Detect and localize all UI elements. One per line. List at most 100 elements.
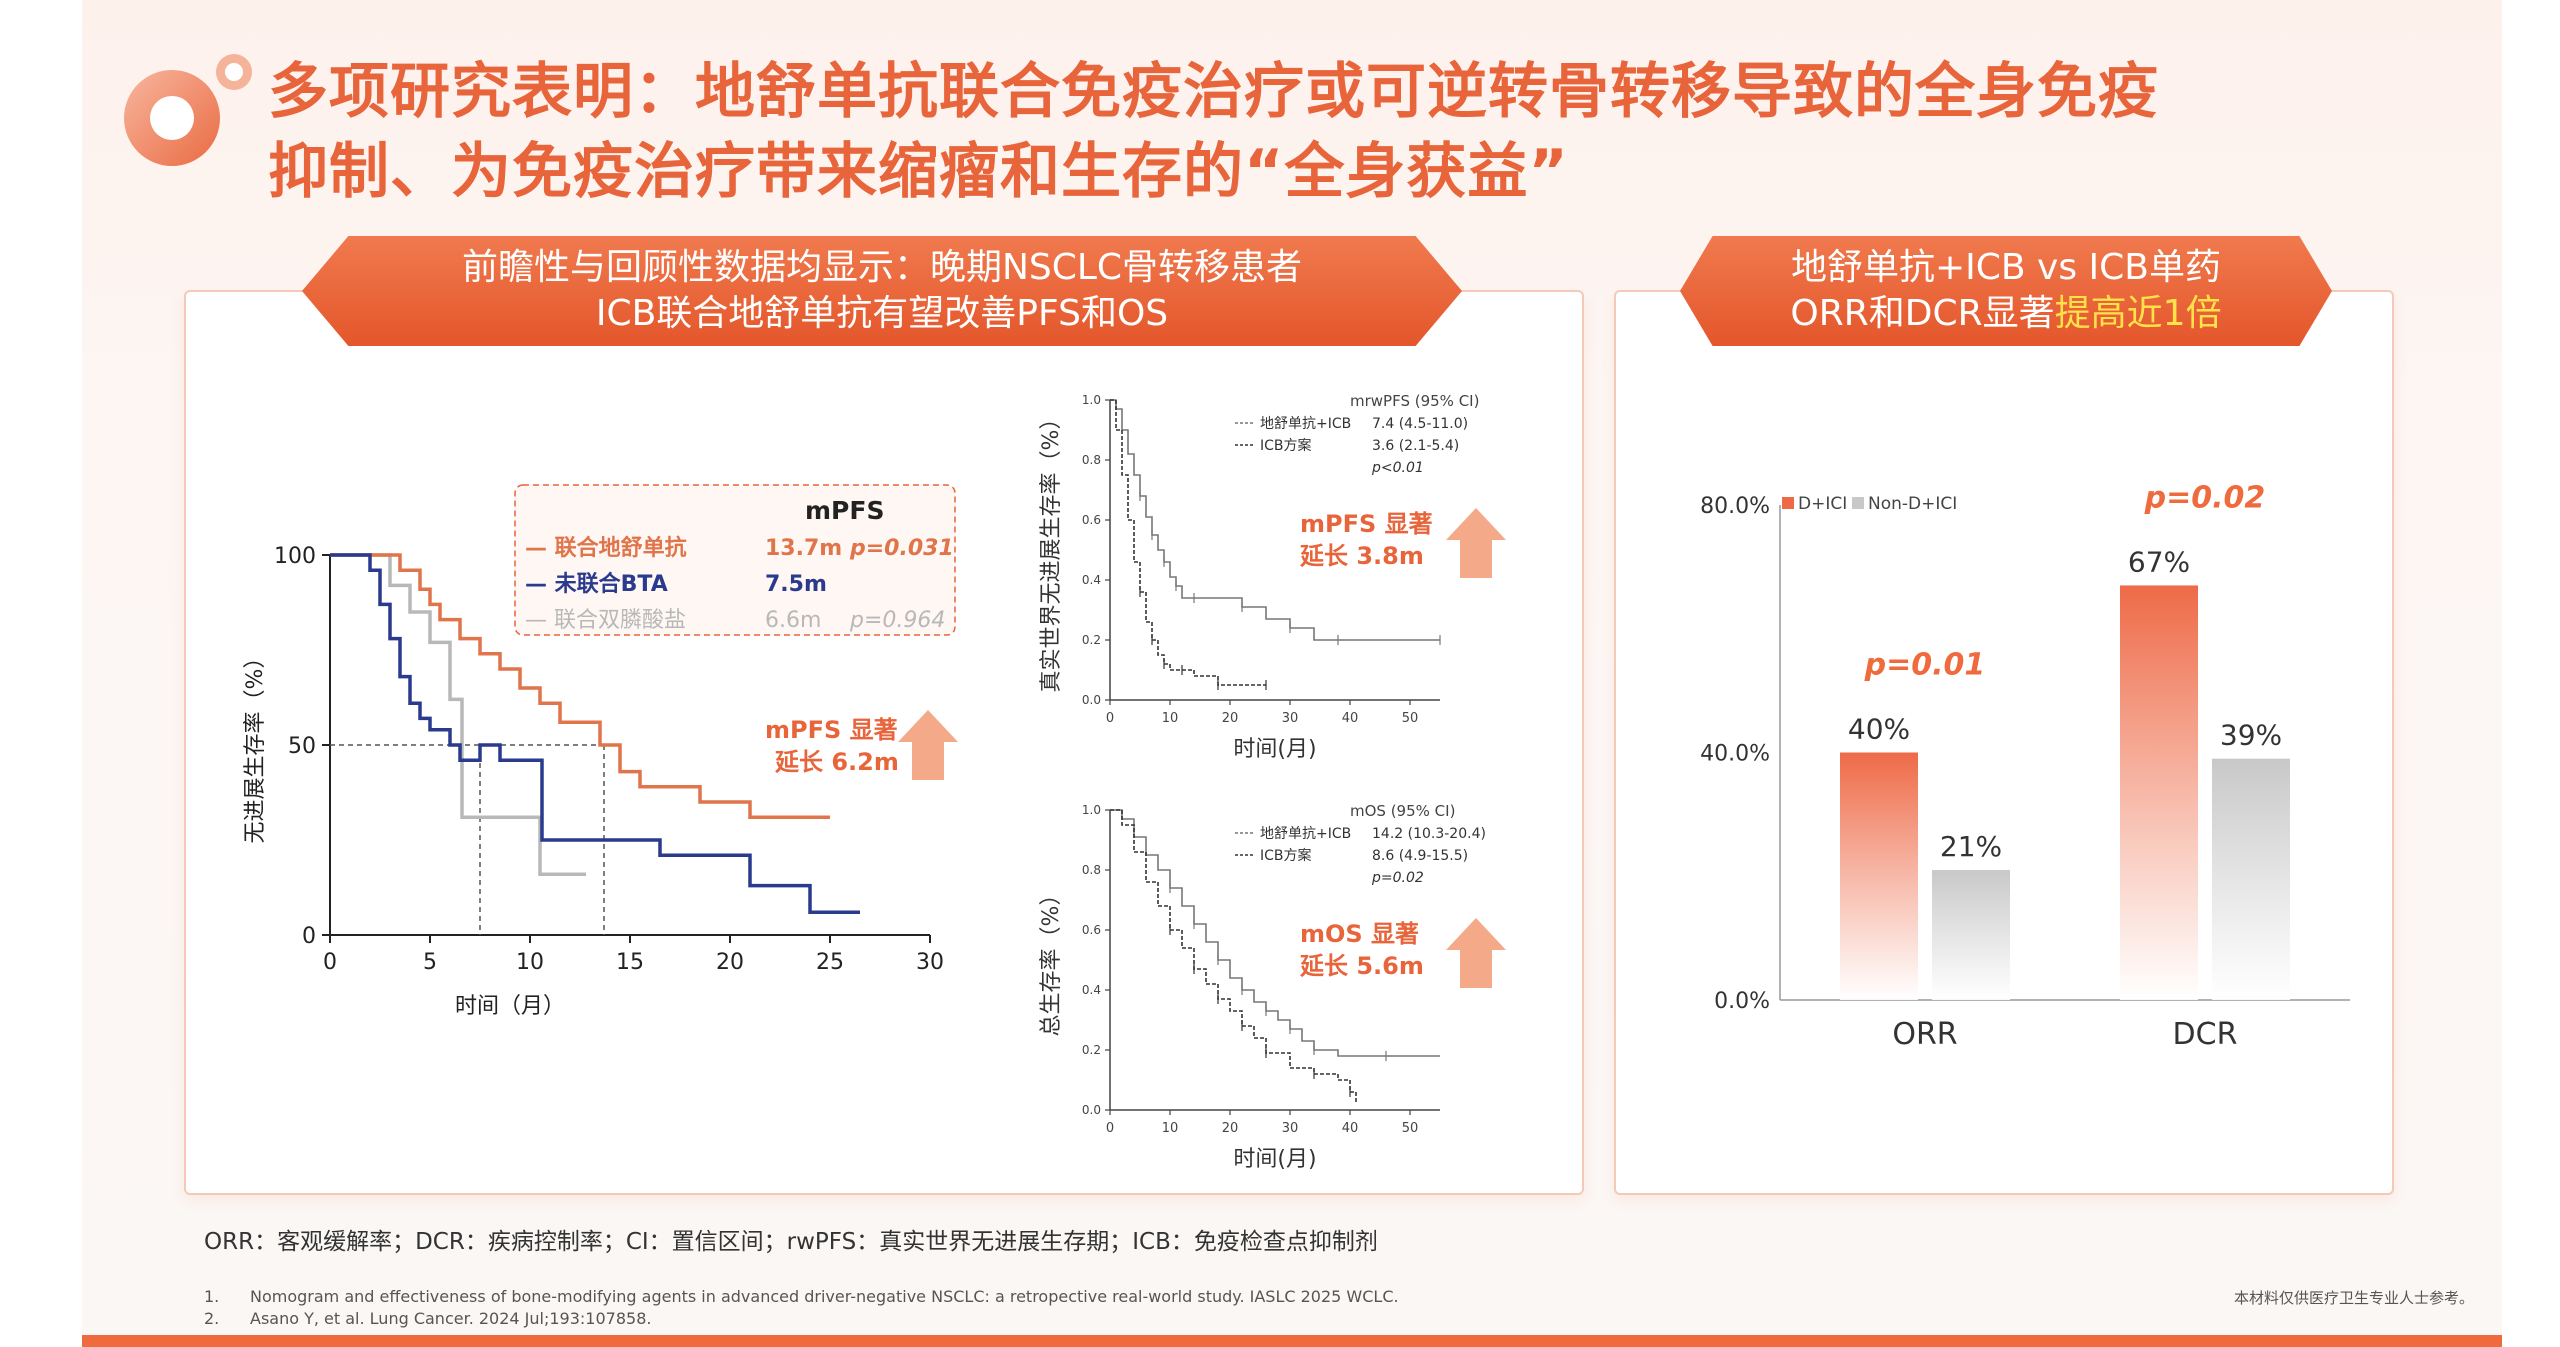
km-curve-1 [330,553,830,819]
y-tick-label: 100 [274,544,316,569]
x-tick-label: 0 [1106,1121,1114,1136]
y-tick-label: 0.2 [1082,633,1101,647]
p-value-label: p=0.01 [1864,648,1986,683]
y-axis-label: 无进展生存率（%） [243,647,268,844]
left-panel [184,290,1584,1195]
arrow-up-icon [898,710,958,780]
annotation-arrow [1446,508,1506,578]
y-tick-label: 0.8 [1082,863,1101,877]
y-tick-label: 0.8 [1082,453,1101,467]
x-tick-label: 30 [1282,711,1299,726]
legend-label: ICB方案 [1260,847,1312,864]
annotation-line-2: 延长 3.8m [1299,542,1424,570]
arrow-up-icon [1446,508,1506,578]
annotation-arrow [1446,918,1506,988]
bar-value-label: 21% [1940,830,2002,863]
y-tick-label: 0.4 [1082,983,1101,997]
legend-label: — 未联合BTA [525,571,668,597]
right-banner: 地舒单抗+ICB vs ICB单药 ORR和DCR显著提高近1倍 [1680,236,2332,346]
annotation-line-1: mOS 显著 [1300,920,1419,948]
x-axis-label: 时间(月) [1233,1147,1316,1170]
legend-entry: — 未联合BTA 7.5m [525,571,827,597]
y-tick-label: 0.0% [1714,989,1770,1014]
x-tick-label: 20 [1222,1121,1239,1136]
x-tick-label: 10 [516,950,544,975]
right-panel [1614,290,2394,1195]
km-curve-1 [1110,809,1440,1057]
x-tick-label: 30 [916,950,944,975]
right-banner-line-1: 地舒单抗+ICB vs ICB单药 [1790,247,2221,288]
bar-value-label: 67% [2128,545,2190,578]
legend-p-value: p=0.964 [849,608,945,633]
legend-label: D+ICI [1798,494,1847,514]
legend-label: — 联合地舒单抗 [525,535,687,561]
x-tick-label: 5 [423,950,437,975]
y-tick-label: 80.0% [1700,494,1770,519]
legend-title: mPFS [805,496,884,525]
x-tick-label: 10 [1162,711,1179,726]
annotation-line-2: 延长 5.6m [1299,952,1424,980]
p-value-label: p=0.02 [2144,480,2266,515]
legend-value: 3.6 (2.1-5.4) [1372,438,1459,454]
km-curve-3 [330,553,586,876]
reference-text: Asano Y, et al. Lung Cancer. 2024 Jul;19… [250,1309,652,1328]
annotation-line-2: 延长 6.2m [774,748,899,776]
right-banner-line-2-prefix: ORR和DCR显著 [1790,293,2055,334]
x-tick-label: 30 [1282,1121,1299,1136]
km-curve-2 [330,553,860,914]
y-tick-label: 0 [302,924,316,949]
y-axis-label: 真实世界无进展生存率（%） [1039,408,1064,693]
reference-num: 2. [204,1309,220,1328]
annotation-arrow [898,710,958,780]
reference-text: Nomogram and effectiveness of bone-modif… [250,1287,1399,1306]
legend-header: mOS (95% CI) [1350,802,1455,820]
x-axis-label: 时间(月) [1233,737,1316,760]
reference-item: 2. Asano Y, et al. Lung Cancer. 2024 Jul;… [204,1308,1399,1330]
legend-median: 7.5m [765,572,827,597]
km-rwpfs-chart: 0 10 20 30 40 50 0.0 0.2 0.4 0.6 0.8 1.0 时间(月) 真实世界无进… [1039,392,1506,760]
legend-p-value: p=0.031 [849,536,954,561]
references: 1. Nomogram and effectiveness of bone-mod… [204,1286,1399,1330]
reference-num: 1. [204,1287,220,1306]
legend-value: 7.4 (4.5-11.0) [1372,416,1468,432]
brand-circles-logo [124,54,252,166]
page-title: 多项研究表明：地舒单抗联合免疫治疗或可逆转骨转移导致的全身免疫 抑制、为免疫治疗… [268,52,2468,212]
left-banner: 前瞻性与回顾性数据均显示：晚期NSCLC骨转移患者 ICB联合地舒单抗有望改善P… [302,236,1462,346]
y-tick-label: 1.0 [1082,803,1101,817]
left-banner-line-2: ICB联合地舒单抗有望改善PFS和OS [595,293,1169,334]
legend-box [514,484,956,636]
x-tick-label: 25 [816,950,844,975]
legend-label: 地舒单抗+ICB [1260,416,1351,432]
x-tick-label: 20 [716,950,744,975]
disclaimer: 本材料仅供医疗卫生专业人士参考。 [2233,1289,2474,1307]
y-axis-label: 总生存率（%） [1039,884,1064,1037]
km-curve-1 [1110,399,1440,641]
bottom-accent-bar [82,1335,2502,1347]
x-tick-label: 10 [1162,1121,1179,1136]
legend-entry: — 联合地舒单抗 13.7m p=0.031 [525,535,954,561]
y-tick-label: 0.2 [1082,1043,1101,1057]
bar [2212,758,2290,1000]
orr-dcr-bar-chart: 0.0% 40.0% 80.0% D+ICI Non-D+ICI 40% 21% ORR p=0… [1700,480,2350,1052]
annotation-line-1: mPFS 显著 [1300,510,1433,538]
legend-value: 8.6 (4.9-15.5) [1372,848,1468,864]
title-line-2: 抑制、为免疫治疗带来缩瘤和生存的“全身获益” [268,137,1569,207]
legend-median: 6.6m [765,608,821,633]
x-category-label: DCR [2173,1017,2238,1052]
y-tick-label: 0.6 [1082,923,1101,937]
y-tick-label: 0.4 [1082,573,1101,587]
y-tick-label: 0.0 [1082,1103,1101,1117]
x-tick-label: 0 [1106,711,1114,726]
annotation-line-1: mPFS 显著 [765,716,898,744]
legend-swatch [1852,497,1864,509]
legend-header: mrwPFS (95% CI) [1350,392,1479,410]
title-line-1: 多项研究表明：地舒单抗联合免疫治疗或可逆转骨转移导致的全身免疫 [268,57,2159,127]
p-value: p=0.02 [1371,870,1424,886]
legend-median: 13.7m [765,536,842,561]
x-category-label: ORR [1892,1017,1957,1052]
y-tick-label: 50 [288,734,316,759]
y-tick-label: 0.6 [1082,513,1101,527]
legend-value: 14.2 (10.3-20.4) [1372,826,1486,842]
legend-label: — 联合双膦酸盐 [525,608,686,633]
x-tick-label: 50 [1402,711,1419,726]
